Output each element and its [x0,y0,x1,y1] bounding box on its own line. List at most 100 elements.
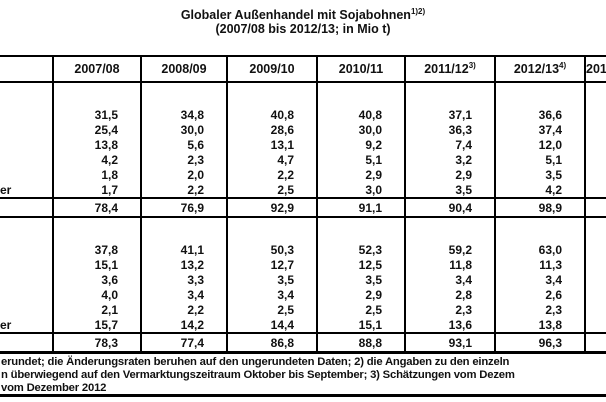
row-label-cell [0,257,53,272]
header-footnote-marker: 4) [559,61,567,71]
value-cell: 13,8 [494,317,585,333]
value-cell: 2,9 [316,167,405,182]
row-label-cell [0,287,53,302]
value-cell: 98,9 [494,197,585,218]
title-line-2: (2007/08 bis 2012/13; in Mio t) [215,22,391,37]
value-cell: 13,8 [52,137,141,152]
value-cell: 3,5 [316,272,405,287]
table-block-2: 37,8 41,1 50,3 52,3 59,2 63,0 15,1 13,2 12,7 12,5… [0,217,606,354]
row-label-cell [0,197,53,218]
value-cell: 2,5 [316,302,405,317]
row-label-cell [0,152,53,167]
value-cell [584,332,606,354]
row-label-cell: er [0,182,12,197]
value-cell: 37,1 [404,82,495,122]
value-cell: 3,5 [226,272,317,287]
value-cell: 41,1 [140,217,227,257]
title-text: Globaler Außenhandel mit Sojabohnen [180,8,411,23]
value-cell [584,302,606,317]
value-cell [584,197,606,218]
value-cell: 2,9 [404,167,495,182]
value-cell: 9,2 [316,137,405,152]
value-cell: 3,6 [52,272,141,287]
value-cell: 2,5 [226,182,317,198]
value-cell [584,287,606,302]
value-cell: 2,5 [226,302,317,317]
value-cell [584,152,606,167]
footnote-line-3: vom Dezember 2012 [1,381,107,394]
value-cell: 5,1 [316,152,405,167]
value-cell: 40,8 [316,82,405,122]
value-cell: 5,6 [140,137,227,152]
total-row: 78,3 77,4 86,8 88,8 93,1 96,3 [0,332,606,354]
header-cell-2009-10: 2009/10 [226,55,317,83]
value-cell: 3,4 [226,287,317,302]
value-cell: 11,3 [494,257,585,272]
value-cell: 4,7 [226,152,317,167]
value-cell: 76,9 [140,197,227,218]
value-cell: 2,2 [140,302,227,317]
value-cell: 63,0 [494,217,585,257]
value-cell: 13,2 [140,257,227,272]
value-cell: 2,3 [404,302,495,317]
row-label-cell [0,167,53,182]
value-cell: 3,5 [494,167,585,182]
value-cell: 15,1 [316,317,405,333]
header-cell-2008-09: 2008/09 [140,55,227,83]
table-row: 1,8 2,0 2,2 2,9 2,9 3,5 [0,167,606,182]
value-cell [584,122,606,137]
value-cell: 14,4 [226,317,317,333]
footnote-line-1: erundet; die Änderungsraten beruhen auf … [1,356,510,368]
value-cell: 78,4 [52,197,141,218]
title-footnote-marker: 1)2) [410,7,426,16]
value-cell: 3,5 [404,182,495,198]
header-cell-2012-13: 2012/134) [494,55,585,83]
value-cell: 25,4 [52,122,141,137]
header-cell-label [0,55,53,83]
table-row: 25,4 30,0 28,6 30,0 36,3 37,4 [0,122,606,137]
footnote-line-2: n überwiegend auf den Vermarktungszeitra… [1,368,515,381]
row-label-cell [0,332,53,354]
value-cell [584,82,606,122]
header-cell-2011-12: 2011/123) [404,55,495,83]
value-cell: 91,1 [316,197,405,218]
value-cell [584,317,606,333]
row-label-cell [0,217,53,257]
total-row: 78,4 76,9 92,9 91,1 90,4 98,9 [0,197,606,218]
value-cell: 12,0 [494,137,585,152]
value-cell: 3,2 [404,152,495,167]
table-row: 3,6 3,3 3,5 3,5 3,4 3,4 [0,272,606,287]
row-label-cell [0,137,53,152]
value-cell: 5,1 [494,152,585,167]
value-cell: 11,8 [404,257,495,272]
value-cell: 86,8 [226,332,317,354]
value-cell: 2,9 [316,287,405,302]
header-cell-clipped: 201 [584,55,606,83]
value-cell: 3,0 [316,182,405,198]
data-table-container: 2007/08 2008/09 2009/10 2010/11 2011/123… [0,55,606,354]
row-label-cell [0,302,53,317]
value-cell: 3,3 [140,272,227,287]
table-row: 2,1 2,2 2,5 2,5 2,3 2,3 [0,302,606,317]
value-cell: 13,1 [226,137,317,152]
chart-title: Globaler Außenhandel mit Sojabohnen1)2) … [0,0,606,36]
header-cell-2010-11: 2010/11 [316,55,405,83]
value-cell: 40,8 [226,82,317,122]
table-block-1: 31,5 34,8 40,8 40,8 37,1 36,6 25,4 30,0 28,6 30,0… [0,82,606,218]
value-cell: 12,5 [316,257,405,272]
value-cell: 90,4 [404,197,495,218]
value-cell: 12,7 [226,257,317,272]
value-cell [584,272,606,287]
value-cell: 15,1 [52,257,141,272]
data-table: 2007/08 2008/09 2009/10 2010/11 2011/123… [0,55,606,354]
row-label-cell [0,272,53,287]
value-cell: 92,9 [226,197,317,218]
value-cell: 37,4 [494,122,585,137]
value-cell: 37,8 [52,217,141,257]
table-row: er 15,7 14,2 14,4 15,1 13,6 13,8 [0,317,606,333]
table-row: 4,0 3,4 3,4 2,9 2,8 2,6 [0,287,606,302]
value-cell: 31,5 [52,82,141,122]
value-cell: 88,8 [316,332,405,354]
bottom-rule [0,394,606,397]
value-cell: 14,2 [140,317,227,333]
